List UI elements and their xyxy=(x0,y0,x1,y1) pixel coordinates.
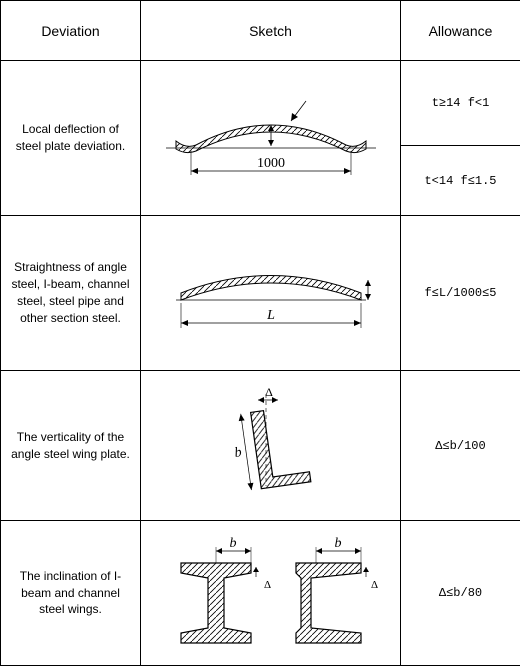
svg-text:b: b xyxy=(229,536,236,551)
svg-text:L: L xyxy=(266,308,275,323)
svg-text:Δ: Δ xyxy=(371,579,378,591)
sketch-cell: L xyxy=(141,216,401,371)
sketch-i-channel: b b Δ Δ xyxy=(156,533,386,653)
allowance-cell: f≤L/1000≤5 xyxy=(401,216,520,371)
allowance-cell: Δ≤b/80 xyxy=(401,521,520,666)
table-header-row: Deviation Sketch Allowance xyxy=(1,1,520,61)
allowance-cell: Δ≤b/100 xyxy=(401,371,520,521)
svg-text:Δ: Δ xyxy=(264,579,271,591)
sketch-cell: b Δ xyxy=(141,371,401,521)
allowance-cell: t<14 f≤1.5 xyxy=(401,146,520,216)
svg-text:Δ: Δ xyxy=(265,386,273,399)
table-row: The verticality of the angle steel wing … xyxy=(1,371,520,521)
svg-text:b: b xyxy=(334,536,341,551)
svg-text:b: b xyxy=(233,445,242,461)
deviation-cell: The inclination of I-beam and channel st… xyxy=(1,521,141,666)
deviation-cell: Straightness of angle steel, I-beam, cha… xyxy=(1,216,141,371)
sketch-cell: b b Δ Δ xyxy=(141,521,401,666)
svg-text:1000: 1000 xyxy=(257,156,285,171)
header-sketch: Sketch xyxy=(141,1,401,61)
deviation-cell: Local deflection of steel plate deviatio… xyxy=(1,61,141,216)
header-allowance: Allowance xyxy=(401,1,520,61)
header-deviation: Deviation xyxy=(1,1,141,61)
sketch-curved-section: L xyxy=(156,238,386,348)
table-row: The inclination of I-beam and channel st… xyxy=(1,521,520,666)
deviation-cell: The verticality of the angle steel wing … xyxy=(1,371,141,521)
allowance-cell: t≥14 f<1 xyxy=(401,61,520,146)
sketch-cell: 1000 xyxy=(141,61,401,216)
sketch-curved-plate: 1000 xyxy=(156,83,386,193)
table-row: Straightness of angle steel, I-beam, cha… xyxy=(1,216,520,371)
deviation-table: Deviation Sketch Allowance Local deflect… xyxy=(0,0,520,666)
table-row: Local deflection of steel plate deviatio… xyxy=(1,61,520,146)
sketch-angle-steel: b Δ xyxy=(206,386,336,506)
